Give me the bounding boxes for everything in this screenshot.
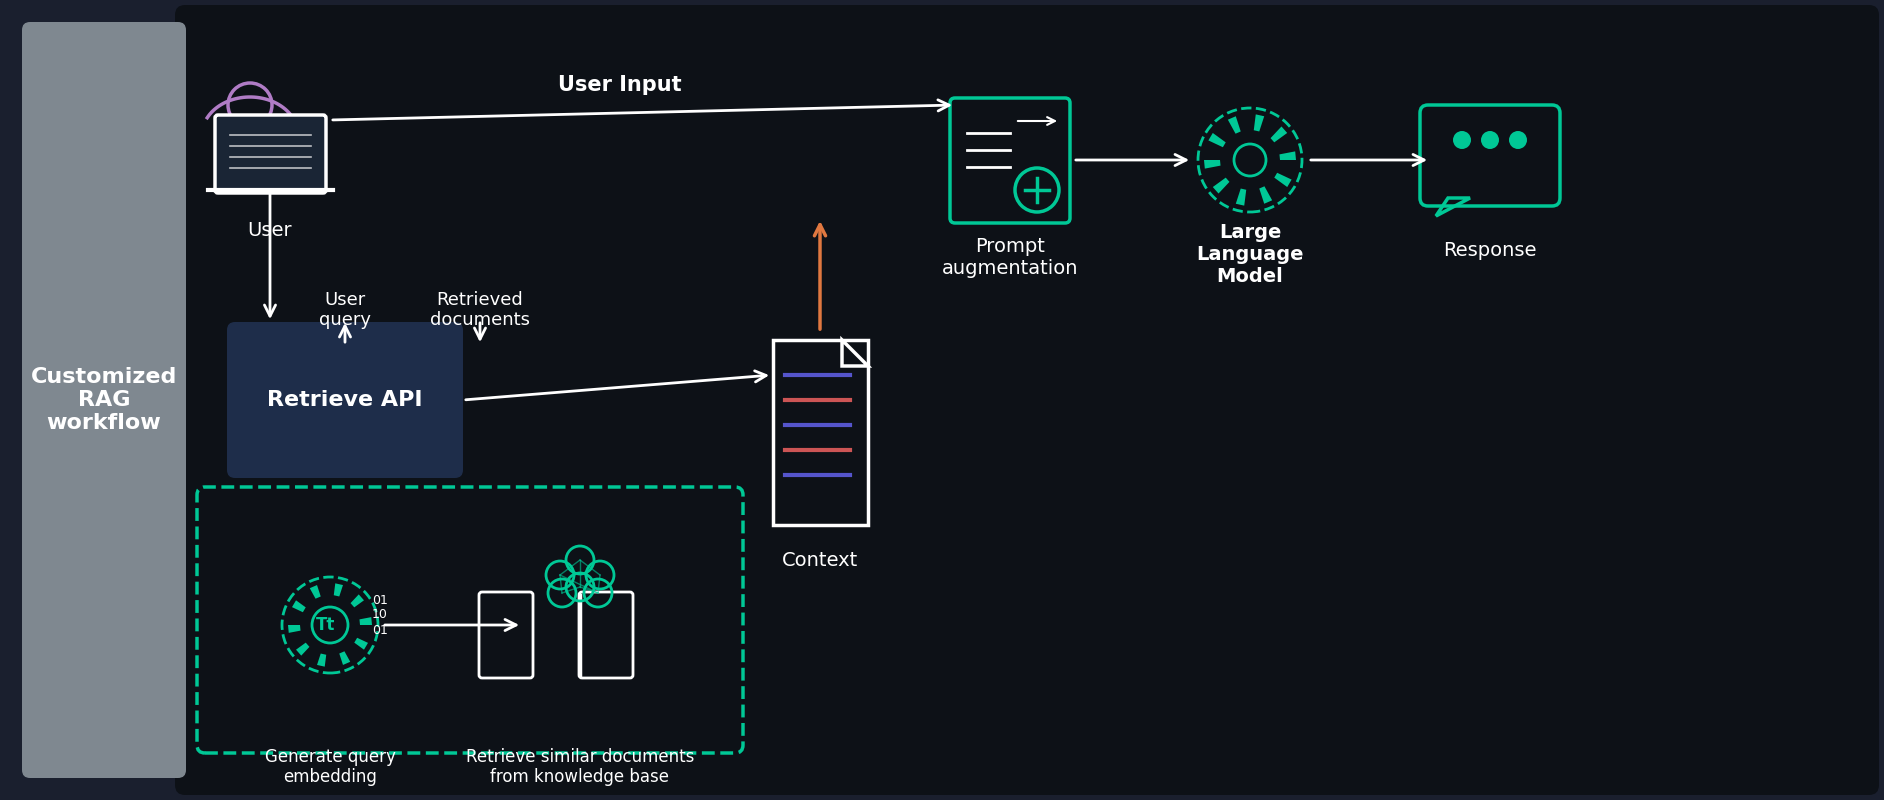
Polygon shape xyxy=(333,583,343,597)
Polygon shape xyxy=(360,617,371,625)
Polygon shape xyxy=(1270,126,1287,142)
Polygon shape xyxy=(288,625,301,633)
Text: Response: Response xyxy=(1443,241,1537,259)
Text: User
query: User query xyxy=(318,290,371,330)
Text: Prompt
augmentation: Prompt augmentation xyxy=(942,238,1078,278)
Polygon shape xyxy=(1236,189,1245,206)
FancyBboxPatch shape xyxy=(23,22,187,778)
FancyBboxPatch shape xyxy=(215,115,326,193)
Polygon shape xyxy=(350,594,364,607)
Polygon shape xyxy=(1228,116,1242,134)
Polygon shape xyxy=(1213,178,1230,194)
Text: User Input: User Input xyxy=(558,75,682,95)
Circle shape xyxy=(1481,131,1500,149)
Text: Tt: Tt xyxy=(317,616,335,634)
Polygon shape xyxy=(1253,114,1264,131)
FancyBboxPatch shape xyxy=(175,5,1878,795)
Polygon shape xyxy=(1274,173,1292,187)
Text: Retrieved
documents: Retrieved documents xyxy=(430,290,529,330)
Polygon shape xyxy=(842,340,869,366)
FancyBboxPatch shape xyxy=(226,322,463,478)
Polygon shape xyxy=(1279,151,1296,160)
Polygon shape xyxy=(1204,160,1221,169)
Text: 01
10
01: 01 10 01 xyxy=(371,594,388,637)
Polygon shape xyxy=(292,600,305,612)
Text: Customized
RAG
workflow: Customized RAG workflow xyxy=(30,366,177,434)
Polygon shape xyxy=(354,638,367,650)
Polygon shape xyxy=(1208,133,1226,147)
Circle shape xyxy=(1453,131,1471,149)
Polygon shape xyxy=(309,585,320,598)
Text: Generate query
embedding: Generate query embedding xyxy=(264,747,396,786)
Text: Retrieve similar documents
from knowledge base: Retrieve similar documents from knowledg… xyxy=(465,747,693,786)
Polygon shape xyxy=(339,651,350,665)
Polygon shape xyxy=(1259,186,1272,204)
Text: Context: Context xyxy=(782,550,857,570)
Text: Retrieve API: Retrieve API xyxy=(268,390,422,410)
Text: Large
Language
Model: Large Language Model xyxy=(1196,223,1304,286)
Polygon shape xyxy=(296,642,309,656)
Text: User: User xyxy=(247,221,292,239)
Circle shape xyxy=(1509,131,1528,149)
Polygon shape xyxy=(317,654,326,666)
